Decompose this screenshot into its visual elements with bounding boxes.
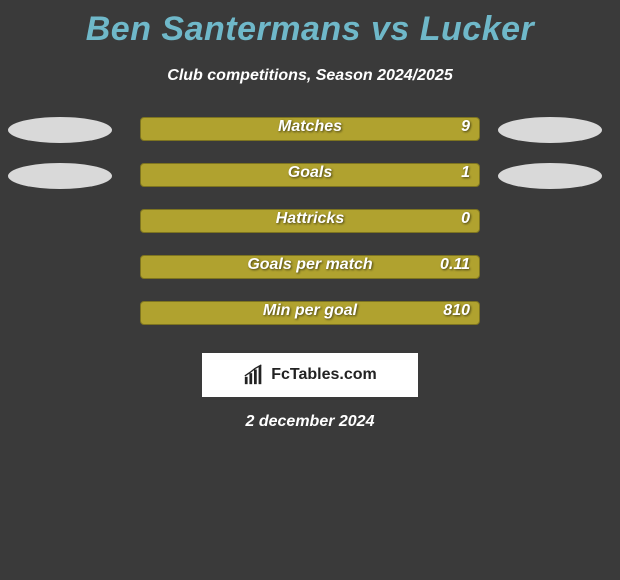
- metric-value-right: 0: [461, 210, 470, 228]
- player-left-marker: [8, 163, 112, 189]
- player-left-marker: [8, 117, 112, 143]
- page-title: Ben Santermans vs Lucker: [0, 0, 620, 49]
- chart-icon: [243, 364, 265, 386]
- date-label: 2 december 2024: [0, 413, 620, 431]
- metric-bar: [140, 163, 480, 187]
- metric-row: Goals per match 0.11: [0, 255, 620, 301]
- metric-bar: [140, 301, 480, 325]
- metric-bar: [140, 255, 480, 279]
- metric-row: Min per goal 810: [0, 301, 620, 347]
- metric-row: Matches 9: [0, 117, 620, 163]
- logo-text: FcTables.com: [271, 366, 377, 384]
- metric-bar: [140, 117, 480, 141]
- metric-row: Goals 1: [0, 163, 620, 209]
- metric-value-right: 810: [443, 302, 470, 320]
- metric-row: Hattricks 0: [0, 209, 620, 255]
- metric-value-right: 0.11: [440, 256, 470, 274]
- metric-bar: [140, 209, 480, 233]
- subtitle: Club competitions, Season 2024/2025: [0, 67, 620, 85]
- fctables-logo: FcTables.com: [202, 353, 418, 397]
- player-right-marker: [498, 163, 602, 189]
- metric-value-right: 1: [461, 164, 470, 182]
- player-right-marker: [498, 117, 602, 143]
- metric-value-right: 9: [461, 118, 470, 136]
- comparison-chart: Matches 9 Goals 1 Hattricks 0 Goals per …: [0, 117, 620, 347]
